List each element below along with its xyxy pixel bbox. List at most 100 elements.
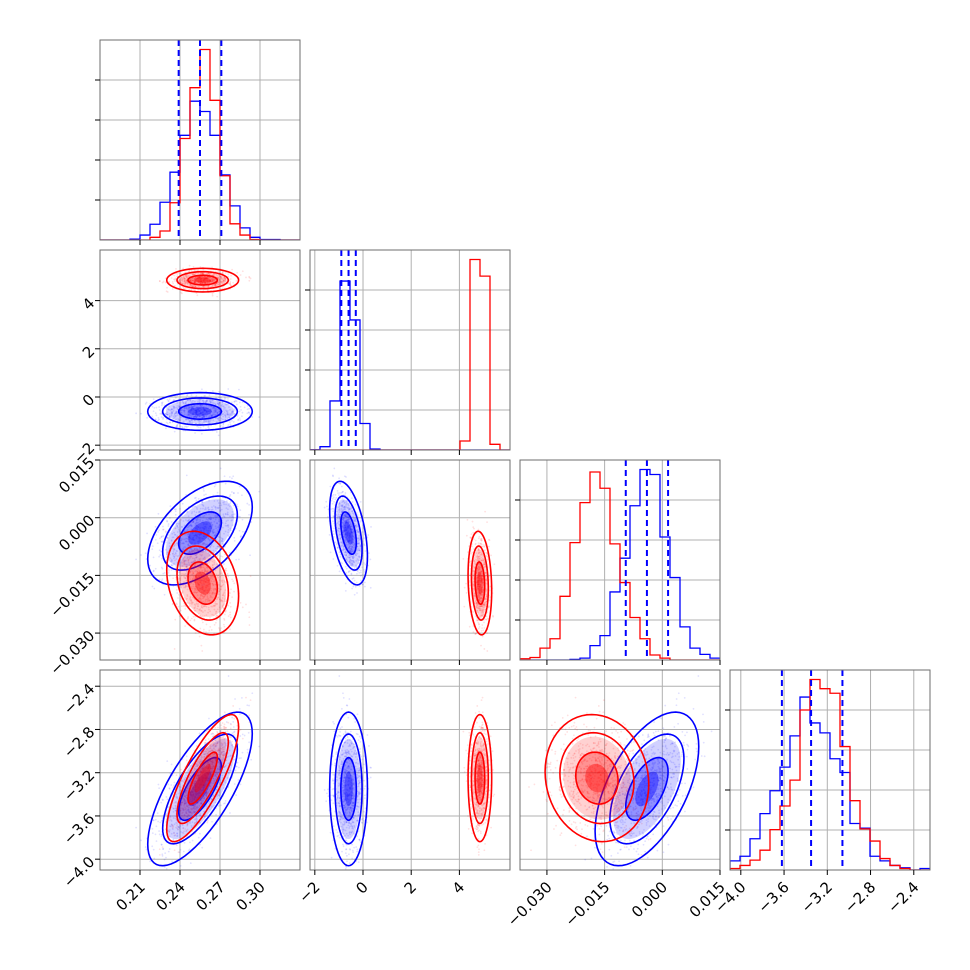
- scatter-point: [204, 544, 207, 547]
- scatter-point: [187, 535, 190, 538]
- scatter-point: [353, 567, 356, 569]
- scatter-point: [198, 540, 201, 543]
- scatter-point: [226, 572, 229, 575]
- scatter-point: [473, 592, 476, 595]
- scatter-point: [349, 560, 351, 563]
- scatter-point: [207, 281, 210, 284]
- scatter-point: [195, 411, 198, 414]
- scatter-point: [222, 279, 225, 282]
- scatter-point: [211, 596, 213, 599]
- scatter-point: [188, 419, 191, 422]
- scatter-point: [209, 521, 211, 524]
- contour-line: [187, 561, 219, 606]
- scatter-point: [195, 556, 198, 559]
- scatter-point: [258, 745, 261, 748]
- scatter-point: [481, 559, 484, 562]
- scatter-point: [240, 535, 242, 537]
- scatter-point: [342, 531, 345, 534]
- scatter-point: [213, 284, 216, 287]
- scatter-point: [192, 536, 195, 539]
- scatter-point: [345, 519, 348, 522]
- scatter-point: [351, 556, 354, 558]
- contour-line: [161, 397, 239, 426]
- scatter-point: [194, 591, 197, 593]
- scatter-point: [187, 407, 190, 410]
- scatter-point: [151, 405, 154, 408]
- scatter-point: [220, 405, 223, 407]
- scatter-point: [352, 512, 354, 515]
- scatter-point: [237, 492, 239, 494]
- scatter-point: [346, 532, 349, 535]
- scatter-point: [350, 527, 353, 530]
- scatter-point: [229, 283, 231, 285]
- scatter-point: [346, 506, 349, 509]
- scatter-point: [171, 560, 173, 562]
- scatter-point: [351, 563, 354, 566]
- scatter-point: [199, 627, 202, 630]
- scatter-point: [478, 598, 481, 601]
- scatter-point: [224, 513, 227, 516]
- scatter-point: [167, 525, 170, 527]
- scatter-point: [205, 536, 208, 539]
- scatter-point: [357, 540, 360, 542]
- scatter-point: [481, 611, 484, 614]
- scatter-point: [198, 608, 200, 611]
- scatter-point: [198, 286, 201, 289]
- scatter-point: [181, 502, 184, 505]
- scatter-point: [238, 388, 240, 391]
- scatter-point: [353, 537, 355, 540]
- scatter-point: [196, 556, 198, 558]
- scatter-point: [184, 403, 187, 406]
- scatter-point: [198, 415, 200, 418]
- scatter-point: [206, 277, 209, 280]
- scatter-point: [350, 549, 352, 552]
- scatter-point: [484, 510, 487, 513]
- scatter-point: [199, 404, 202, 407]
- scatter-point: [183, 563, 186, 566]
- scatter-point: [229, 527, 232, 530]
- scatter-point: [231, 411, 233, 414]
- scatter-point: [201, 272, 204, 275]
- scatter-point: [214, 604, 217, 607]
- scatter-point: [187, 411, 190, 413]
- scatter-point: [215, 615, 218, 618]
- scatter-point: [345, 516, 348, 519]
- scatter-point: [160, 404, 163, 407]
- scatter-point: [338, 570, 341, 573]
- scatter-point: [354, 585, 357, 588]
- scatter-point: [198, 536, 201, 539]
- scatter-point: [209, 409, 211, 411]
- scatter-point: [211, 277, 214, 280]
- scatter-point: [478, 579, 480, 582]
- scatter-point: [224, 569, 227, 572]
- scatter-point: [192, 572, 195, 575]
- scatter-point: [349, 536, 352, 539]
- scatter-point: [151, 545, 154, 548]
- y-tick-label: 0.000: [55, 511, 98, 554]
- scatter-point: [180, 409, 182, 412]
- scatter-point: [198, 542, 200, 545]
- scatter-point: [180, 537, 183, 540]
- scatter-point: [475, 632, 477, 635]
- scatter-point: [197, 269, 200, 272]
- scatter-point: [197, 526, 200, 529]
- scatter-point: [239, 405, 242, 408]
- scatter-point: [337, 529, 340, 532]
- scatter-point: [167, 850, 170, 853]
- scatter-point: [189, 399, 192, 402]
- scatter-point: [183, 411, 186, 414]
- scatter-point: [469, 568, 472, 570]
- scatter-point: [165, 427, 167, 430]
- scatter-point: [175, 603, 178, 606]
- scatter-point: [207, 282, 210, 284]
- scatter-point: [345, 554, 347, 557]
- scatter-point: [343, 533, 346, 536]
- scatter-point: [348, 524, 351, 527]
- scatter-point: [176, 273, 179, 276]
- scatter-point: [227, 504, 230, 506]
- scatter-point: [201, 277, 204, 280]
- scatter-point: [211, 414, 214, 417]
- scatter-point: [234, 399, 237, 402]
- scatter-point: [175, 418, 177, 421]
- scatter-point: [183, 577, 186, 579]
